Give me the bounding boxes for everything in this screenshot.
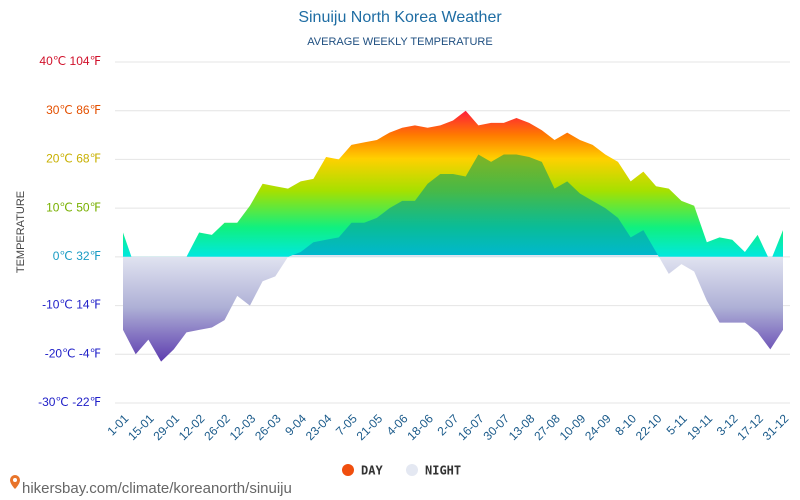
y-tick-label: -30℃ -22℉ <box>38 395 101 409</box>
x-tick-label: 12-03 <box>227 411 259 443</box>
legend: DAY NIGHT <box>342 464 461 478</box>
x-tick-label: 30-07 <box>481 411 513 443</box>
x-tick-label: 26-02 <box>201 411 233 443</box>
source-text: hikersbay.com/climate/koreanorth/sinuiju <box>22 480 292 497</box>
x-tick-label: 29-01 <box>151 411 183 443</box>
x-tick-label: 16-07 <box>455 411 487 443</box>
chart-title: Sinuiju North Korea Weather <box>298 9 502 26</box>
y-tick-label: 30℃ 86℉ <box>46 103 101 117</box>
x-tick-label: 21-05 <box>354 411 386 443</box>
y-tick-label: -10℃ 14℉ <box>42 298 101 312</box>
x-tick-label: 12-02 <box>176 411 208 443</box>
legend-swatch <box>342 464 354 476</box>
chart-subtitle: AVERAGE WEEKLY TEMPERATURE <box>307 36 492 48</box>
y-tick-label: 10℃ 50℉ <box>46 200 101 214</box>
night-area <box>123 154 783 362</box>
x-tick-label: 17-12 <box>734 411 766 443</box>
x-tick-label: 13-08 <box>506 411 538 443</box>
x-tick-label: 19-11 <box>684 411 715 442</box>
x-tick-label: 26-03 <box>252 411 284 443</box>
x-tick-label: 24-09 <box>582 411 614 443</box>
x-tick-label: 22-10 <box>633 411 665 443</box>
x-tick-label: 18-06 <box>404 411 436 443</box>
x-tick-label: 31-12 <box>760 411 792 443</box>
pin-dot <box>13 478 17 482</box>
source: hikersbay.com/climate/koreanorth/sinuiju <box>10 475 292 497</box>
x-tick-label: 23-04 <box>303 411 335 443</box>
y-tick-label: 40℃ 104℉ <box>39 54 101 68</box>
y-axis-label: TEMPERATURE <box>15 191 27 273</box>
x-tick-label: 15-01 <box>125 411 157 443</box>
y-tick-label: 20℃ 68℉ <box>46 152 101 166</box>
legend-swatch <box>406 464 418 476</box>
y-tick-label: -20℃ -4℉ <box>45 346 101 360</box>
x-tick-label: 10-09 <box>557 411 589 443</box>
legend-label: DAY <box>361 464 383 478</box>
plot-area <box>115 61 790 404</box>
y-tick-label: 0℃ 32℉ <box>53 249 101 263</box>
x-tick-label: 27-08 <box>531 411 563 443</box>
legend-label: NIGHT <box>425 464 461 478</box>
